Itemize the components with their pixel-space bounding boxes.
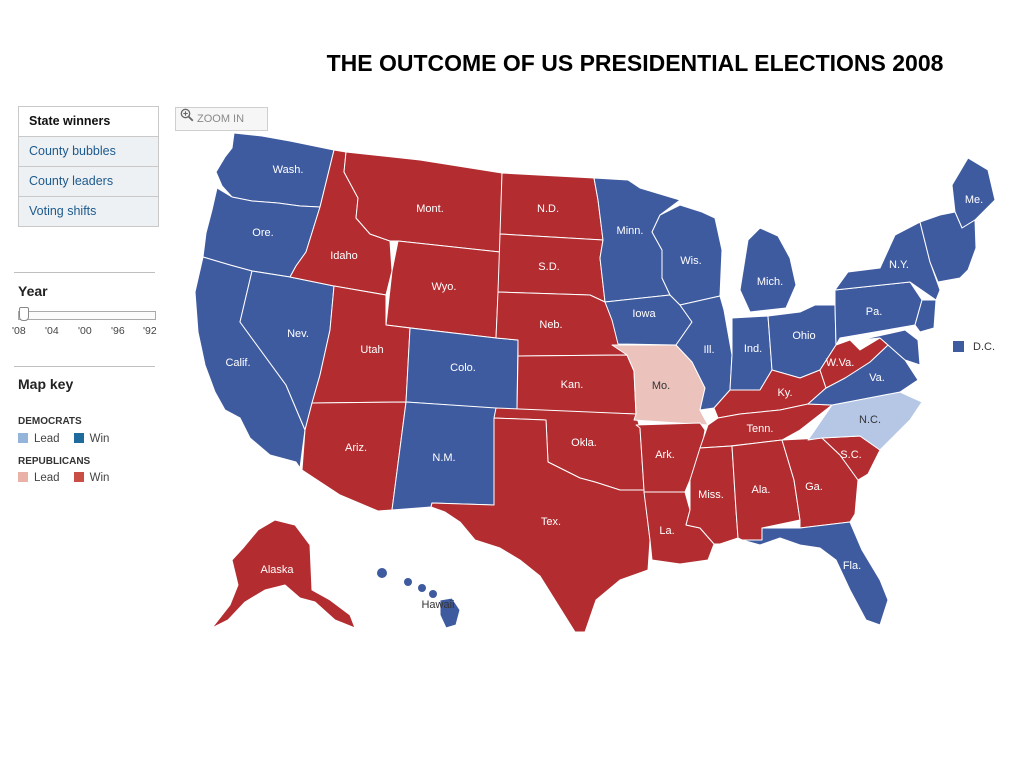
key-swatch-rep-lead bbox=[18, 472, 28, 482]
state-label-ky: Ky. bbox=[777, 387, 792, 399]
state-label-alaska: Alaska bbox=[260, 564, 294, 576]
state-label-ind: Ind. bbox=[744, 343, 762, 355]
state-label-hawaii: Hawaii bbox=[421, 599, 454, 611]
state-label-wva: W.Va. bbox=[826, 357, 855, 369]
page-title: THE OUTCOME OF US PRESIDENTIAL ELECTIONS… bbox=[326, 50, 944, 76]
state-pa[interactable] bbox=[834, 281, 923, 346]
zoom-in-button[interactable]: ZOOM IN bbox=[175, 107, 268, 131]
state-me[interactable] bbox=[951, 157, 996, 229]
key-swatch-rep-win bbox=[73, 472, 84, 482]
year-tick[interactable]: '92 bbox=[143, 325, 157, 337]
state-label-fla: Fla. bbox=[843, 560, 861, 572]
state-label-ariz: Ariz. bbox=[345, 442, 367, 454]
state-label-tenn: Tenn. bbox=[747, 423, 774, 435]
state-mich[interactable] bbox=[739, 227, 797, 313]
state-label-nev: Nev. bbox=[287, 328, 309, 340]
state-ariz[interactable] bbox=[301, 401, 407, 512]
dc-marker[interactable] bbox=[953, 341, 964, 352]
state-hawaii-island[interactable] bbox=[404, 578, 412, 586]
key-swatch-dem-win bbox=[73, 433, 84, 443]
state-ill[interactable] bbox=[675, 295, 733, 411]
state-label-utah: Utah bbox=[360, 344, 383, 356]
key-republicans-label: REPUBLICANS bbox=[18, 456, 91, 467]
tab-voting-shifts[interactable]: Voting shifts bbox=[19, 196, 158, 226]
year-tick-labels: '08 '04 '00 '96 '92 bbox=[12, 325, 162, 339]
year-slider-track[interactable] bbox=[18, 311, 156, 320]
state-label-nc: N.C. bbox=[859, 414, 881, 426]
state-label-colo: Colo. bbox=[450, 362, 476, 374]
state-label-ore: Ore. bbox=[252, 227, 273, 239]
divider bbox=[14, 366, 155, 367]
state-hawaii-island[interactable] bbox=[377, 568, 387, 578]
state-label-me: Me. bbox=[965, 194, 983, 206]
zoom-in-label: ZOOM IN bbox=[197, 113, 245, 125]
state-label-sc: S.C. bbox=[840, 449, 861, 461]
state-label-wis: Wis. bbox=[680, 255, 701, 267]
state-label-ny: N.Y. bbox=[889, 259, 909, 271]
state-label-mont: Mont. bbox=[416, 203, 444, 215]
year-tick[interactable]: '96 bbox=[111, 325, 125, 337]
state-label-wash: Wash. bbox=[273, 164, 304, 176]
state-label-okla: Okla. bbox=[571, 437, 597, 449]
state-label-sd: S.D. bbox=[538, 261, 559, 273]
divider bbox=[14, 272, 155, 273]
tab-county-bubbles[interactable]: County bubbles bbox=[19, 136, 158, 166]
state-hawaii-island[interactable] bbox=[429, 590, 437, 598]
state-label-neb: Neb. bbox=[539, 319, 562, 331]
state-label-mo: Mo. bbox=[652, 380, 670, 392]
state-label-dc: D.C. bbox=[973, 341, 995, 353]
state-fla[interactable] bbox=[741, 521, 889, 626]
state-label-ill: Ill. bbox=[704, 344, 715, 356]
state-label-mich: Mich. bbox=[757, 276, 783, 288]
year-tick[interactable]: '08 bbox=[12, 325, 26, 337]
year-slider-thumb[interactable] bbox=[19, 307, 29, 321]
state-label-ala: Ala. bbox=[752, 484, 771, 496]
state-label-nd: N.D. bbox=[537, 203, 559, 215]
state-alaska[interactable] bbox=[211, 519, 356, 629]
state-md[interactable] bbox=[859, 329, 921, 366]
year-tick[interactable]: '00 bbox=[78, 325, 92, 337]
state-label-ohio: Ohio bbox=[792, 330, 815, 342]
key-democrats-row: Lead Win bbox=[18, 433, 109, 445]
state-label-ark: Ark. bbox=[655, 449, 675, 461]
state-label-va: Va. bbox=[869, 372, 885, 384]
key-rep-lead-label: Lead bbox=[34, 472, 60, 484]
state-label-kan: Kan. bbox=[561, 379, 584, 391]
magnifier-plus-icon bbox=[180, 108, 194, 130]
year-heading: Year bbox=[18, 283, 48, 299]
key-rep-win-label: Win bbox=[89, 472, 110, 484]
year-tick[interactable]: '04 bbox=[45, 325, 59, 337]
tab-county-leaders[interactable]: County leaders bbox=[19, 166, 158, 196]
state-tex[interactable] bbox=[430, 417, 651, 633]
state-label-iowa: Iowa bbox=[632, 308, 656, 320]
state-label-tex: Tex. bbox=[541, 516, 561, 528]
state-label-nm: N.M. bbox=[432, 452, 455, 464]
state-newengland[interactable] bbox=[919, 211, 977, 283]
key-dem-lead-label: Lead bbox=[34, 433, 60, 445]
state-ark[interactable] bbox=[635, 422, 706, 493]
state-label-pa: Pa. bbox=[866, 306, 883, 318]
key-swatch-dem-lead bbox=[18, 433, 28, 443]
state-hawaii[interactable] bbox=[439, 597, 461, 629]
state-hawaii-island[interactable] bbox=[418, 584, 426, 592]
state-label-miss: Miss. bbox=[698, 489, 724, 501]
state-mont[interactable] bbox=[343, 151, 503, 253]
state-label-wyo: Wyo. bbox=[432, 281, 457, 293]
tab-state-winners[interactable]: State winners bbox=[19, 107, 158, 136]
state-label-la: La. bbox=[659, 525, 674, 537]
state-label-idaho: Idaho bbox=[330, 250, 358, 262]
state-label-calif: Calif. bbox=[225, 357, 250, 369]
state-label-ga: Ga. bbox=[805, 481, 823, 493]
view-tabs: State winners County bubbles County lead… bbox=[18, 106, 159, 227]
key-democrats-label: DEMOCRATS bbox=[18, 416, 82, 427]
state-nj[interactable] bbox=[914, 299, 937, 333]
key-republicans-row: Lead Win bbox=[18, 472, 109, 484]
key-dem-win-label: Win bbox=[89, 433, 110, 445]
state-label-minn: Minn. bbox=[617, 225, 644, 237]
map-key-heading: Map key bbox=[18, 376, 74, 392]
